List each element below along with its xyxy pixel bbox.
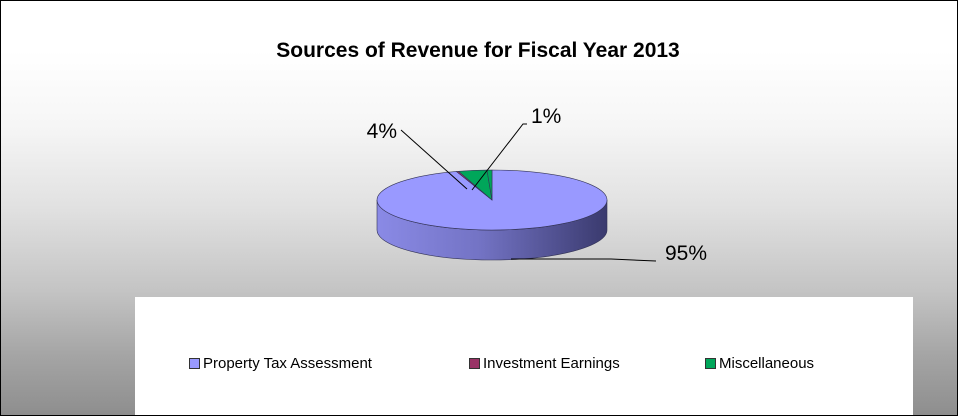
- data-label: 4%: [367, 120, 397, 143]
- legend-swatch-icon: [189, 358, 200, 369]
- legend: Property Tax Assessment Investment Earni…: [135, 297, 913, 415]
- legend-item-investment-earnings: Investment Earnings: [469, 355, 620, 372]
- pie-slice: [376, 169, 608, 231]
- data-label: 95%: [665, 242, 707, 265]
- data-label: 1%: [531, 105, 561, 128]
- legend-label: Property Tax Assessment: [203, 355, 372, 372]
- chart-title: Sources of Revenue for Fiscal Year 2013: [276, 39, 679, 62]
- leader-line: [511, 258, 657, 262]
- leader-line: [400, 129, 468, 190]
- legend-label: Investment Earnings: [483, 355, 620, 372]
- leader-line: [471, 123, 527, 191]
- legend-item-miscellaneous: Miscellaneous: [705, 355, 814, 372]
- legend-swatch-icon: [469, 358, 480, 369]
- data-labels: 95% 4% 1%: [367, 105, 707, 265]
- legend-swatch-icon: [705, 358, 716, 369]
- legend-label: Miscellaneous: [719, 355, 815, 372]
- pie-group: [376, 169, 608, 261]
- legend-item-property-tax: Property Tax Assessment: [189, 355, 372, 372]
